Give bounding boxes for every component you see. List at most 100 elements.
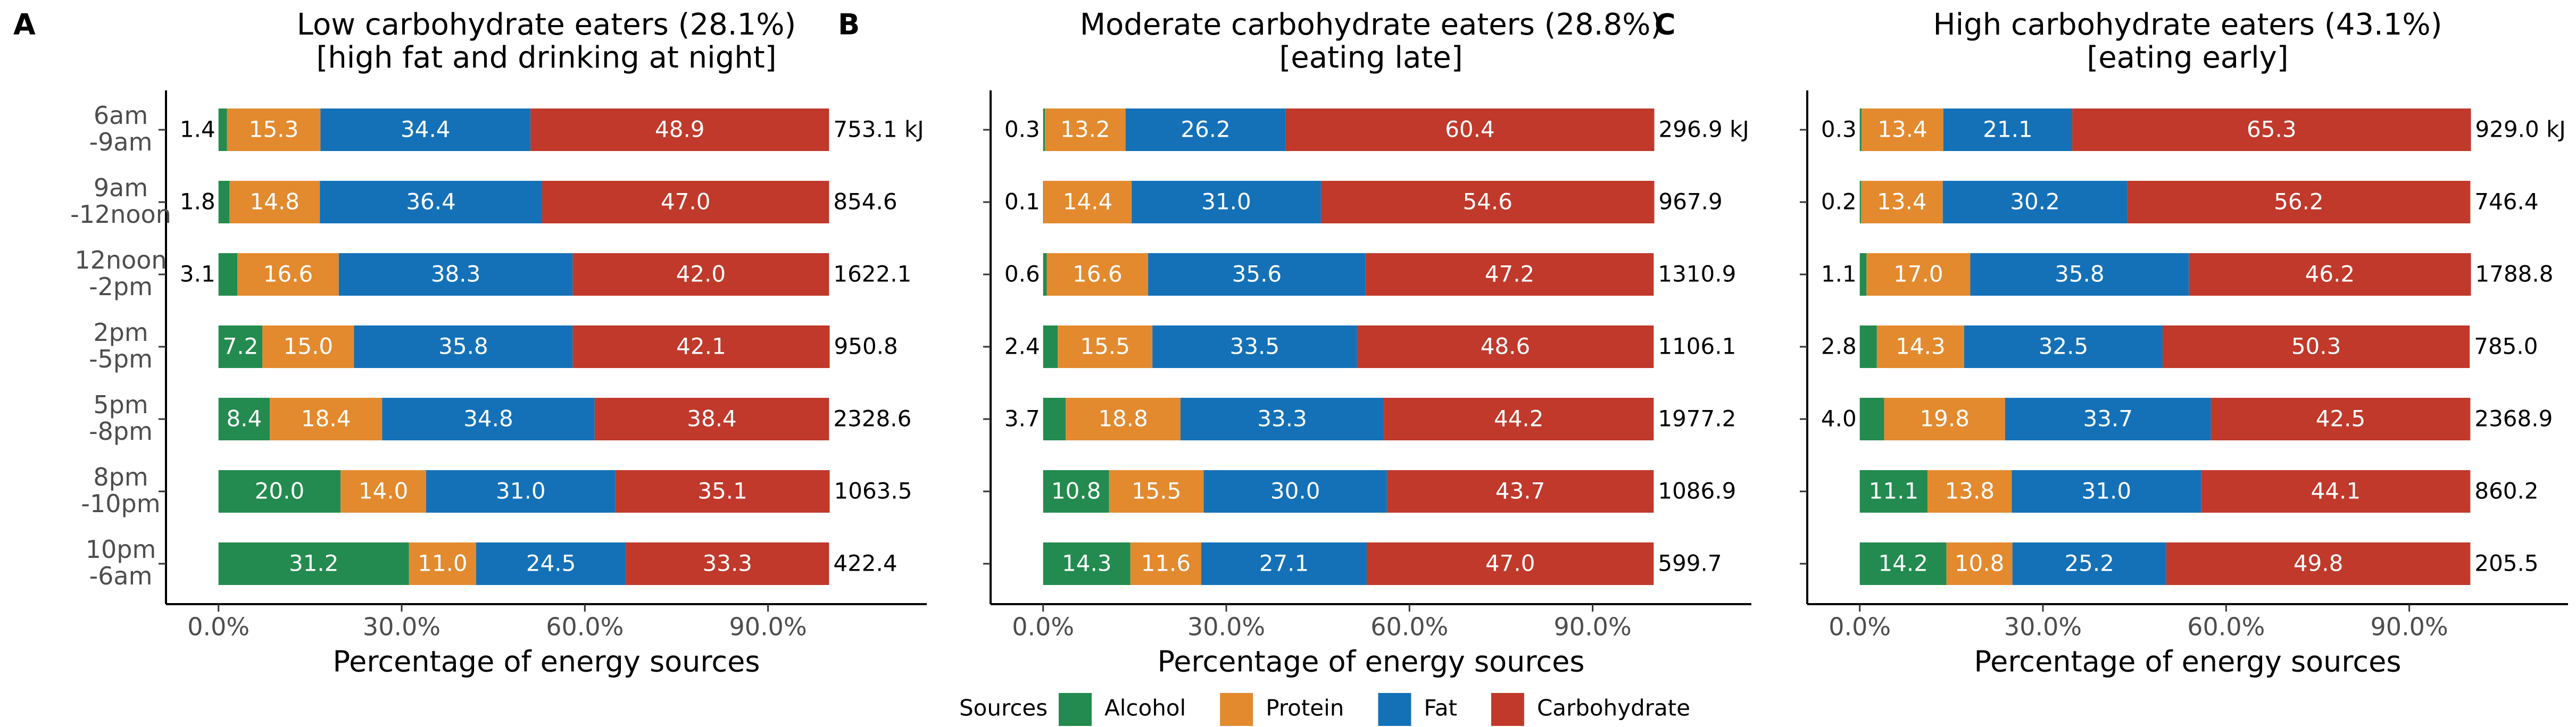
value-label: 30.2 — [2010, 189, 2060, 215]
y-tick-label-line: 2pm — [93, 318, 148, 347]
bar-segment — [572, 253, 829, 296]
value-label: 35.6 — [1232, 261, 1282, 287]
total-label: 205.5 — [2474, 550, 2538, 576]
x-axis-title: Percentage of energy sources — [1974, 645, 2402, 679]
bar-segment — [2072, 108, 2471, 151]
total-label: 929.0 kJ — [2475, 116, 2566, 143]
bar-segment — [626, 542, 829, 585]
total-label: 967.9 — [1659, 189, 1723, 215]
bar-segment — [1859, 108, 1862, 151]
y-tick-label-line: -10pm — [81, 489, 160, 518]
bar-segment — [615, 470, 830, 513]
bar-segment — [1386, 470, 1654, 513]
value-label: 46.2 — [2305, 261, 2355, 287]
bar-segment — [1201, 542, 1367, 585]
value-label: 30.0 — [1270, 478, 1320, 504]
bar-segment — [1125, 108, 1286, 151]
value-label: 33.3 — [703, 550, 753, 576]
value-label: 20.0 — [255, 478, 305, 504]
y-tick-label: 5pm -8pm — [89, 390, 153, 446]
value-label: 31.2 — [289, 550, 339, 576]
value-label: 31.0 — [496, 478, 546, 504]
x-tick-label: 60.0% — [546, 613, 624, 641]
bar-segment — [1943, 108, 2073, 151]
legend-swatch — [1059, 693, 1092, 726]
value-label: 60.4 — [1445, 116, 1495, 143]
bar-segment — [2012, 542, 2166, 585]
value-label: 26.2 — [1181, 116, 1231, 143]
y-tick-label-line: 8pm — [93, 463, 148, 491]
x-tick-label: 30.0% — [2004, 613, 2082, 641]
chart-title: Low carbohydrate eaters (28.1%) — [297, 7, 796, 42]
value-label: 34.8 — [463, 406, 513, 432]
value-label: 47.0 — [661, 189, 711, 215]
bar-segment — [1043, 181, 1132, 223]
value-label: 54.6 — [1462, 189, 1513, 215]
bar-segment — [1964, 325, 2163, 368]
bar-segment — [1043, 325, 1058, 368]
value-label: 50.3 — [2291, 333, 2341, 360]
total-label: 1106.1 — [1658, 333, 1736, 360]
bar-segment — [1320, 181, 1655, 223]
legend-label: Alcohol — [1104, 695, 1186, 721]
value-label: 0.6 — [1004, 261, 1040, 287]
chart-subtitle: [eating early] — [2087, 40, 2288, 75]
legend-swatch — [1491, 693, 1524, 726]
total-label: 422.4 — [833, 550, 897, 576]
value-label: 44.1 — [2311, 478, 2361, 504]
bar-segment — [1043, 108, 1045, 151]
bar-segment — [2162, 325, 2470, 368]
total-label: 1086.9 — [1658, 478, 1736, 504]
bar-segment — [1066, 398, 1181, 440]
value-label: 10.8 — [1051, 478, 1101, 504]
bar-segment — [1946, 542, 2013, 585]
bar-segment — [320, 108, 531, 151]
bar-segment — [354, 325, 573, 368]
value-label: 27.1 — [1259, 550, 1309, 576]
chart-title: High carbohydrate eaters (43.1%) — [1933, 7, 2442, 42]
y-tick-label-line: 5pm — [93, 390, 148, 419]
bar-segment — [218, 542, 409, 585]
bar-segment — [1876, 325, 1964, 368]
y-tick-label: 12noon -2pm — [74, 246, 167, 301]
bar-segment — [1860, 181, 1943, 223]
value-label: 0.2 — [1821, 189, 1857, 215]
panel-label: A — [13, 8, 36, 41]
x-tick-label: 60.0% — [2187, 613, 2265, 641]
bar-segment — [1058, 325, 1153, 368]
bar-segment — [338, 253, 573, 296]
total-label: 1788.8 — [2475, 261, 2554, 287]
bar-segment — [1859, 253, 1867, 296]
bar-segment — [229, 181, 320, 223]
value-label: 48.6 — [1481, 333, 1531, 360]
value-label: 10.8 — [1955, 550, 2005, 576]
bar-segment — [1970, 253, 2189, 296]
total-label: 950.8 — [834, 333, 898, 360]
value-label: 47.0 — [1485, 550, 1535, 576]
chart-title: Moderate carbohydrate eaters (28.8%) — [1080, 7, 1663, 42]
value-label: 42.5 — [2316, 406, 2366, 432]
value-label: 3.7 — [1004, 406, 1040, 432]
value-label: 65.3 — [2247, 116, 2297, 143]
bar-segment — [1180, 398, 1384, 440]
value-label: 16.6 — [263, 261, 313, 287]
value-label: 18.8 — [1098, 406, 1148, 432]
value-label: 11.0 — [418, 550, 468, 576]
bar-segment — [1043, 398, 1066, 440]
bar-segment — [2127, 181, 2471, 223]
bar-segment — [1043, 470, 1109, 513]
bar-segment — [1859, 398, 1884, 440]
value-label: 48.9 — [655, 116, 705, 143]
legend-label: Fat — [1424, 695, 1457, 721]
y-tick-label-line: -9am — [89, 128, 153, 156]
bar-segment — [1046, 253, 1149, 296]
bar-segment — [218, 470, 341, 513]
bar-segment — [1203, 470, 1387, 513]
value-label: 25.2 — [2064, 550, 2114, 576]
y-tick-label-line: -12noon — [70, 200, 171, 229]
bar-segment — [1045, 108, 1126, 151]
x-tick-label: 60.0% — [1370, 613, 1448, 641]
bar-segment — [1109, 470, 1204, 513]
value-label: 33.3 — [1257, 406, 1307, 432]
bar-segment — [382, 398, 595, 440]
